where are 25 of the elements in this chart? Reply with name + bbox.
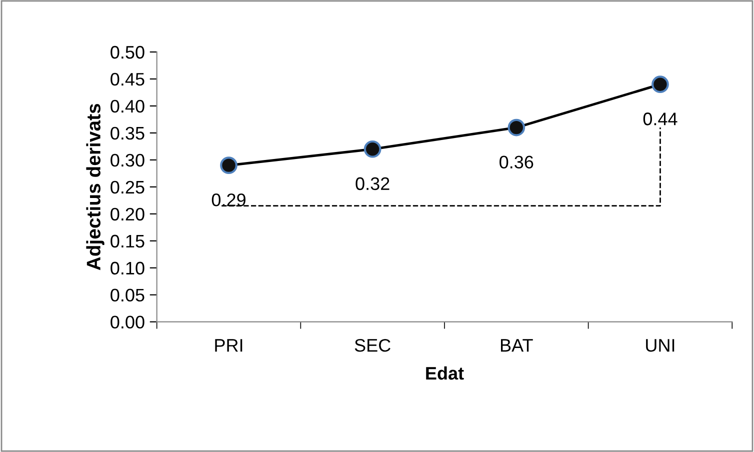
y-tick-label: 0.45 xyxy=(110,72,144,86)
y-axis-title: Adjectius derivats xyxy=(86,104,104,270)
y-tick-label: 0.00 xyxy=(110,316,144,329)
y-tick-label: 0.40 xyxy=(110,100,144,113)
y-tick-label: 0.10 xyxy=(110,262,144,275)
y-tick-label: 0.30 xyxy=(110,154,144,167)
point xyxy=(364,140,382,158)
x-axis-title: Edat xyxy=(426,366,464,380)
point xyxy=(652,76,669,94)
x-tick-label: UNI xyxy=(646,339,674,352)
x-tick-label: SEC xyxy=(354,338,390,352)
x-tick-label: BAT xyxy=(500,339,533,352)
data-label: 0.44 xyxy=(643,112,678,126)
x-tick-label: PRI xyxy=(215,339,242,352)
y-tick-label: 0.15 xyxy=(110,234,144,248)
data-label: 0.36 xyxy=(500,156,534,168)
y-tick-label: 0.20 xyxy=(110,208,144,221)
data-label: 0.29 xyxy=(212,193,246,206)
data-label: 0.32 xyxy=(356,177,390,190)
y-tick-label: 0.35 xyxy=(110,126,144,140)
point xyxy=(220,156,238,174)
point xyxy=(508,118,526,136)
y-tick-label: 0.25 xyxy=(110,180,144,194)
y-tick-label: 0.05 xyxy=(110,288,144,302)
y-tick-label: 0.50 xyxy=(110,46,144,59)
